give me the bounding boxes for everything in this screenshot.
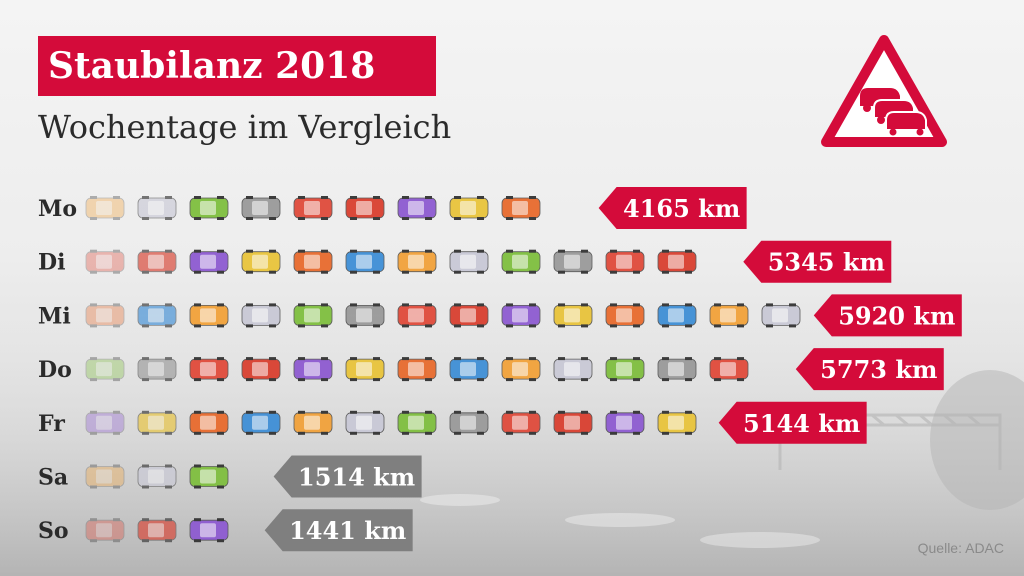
car-icon — [241, 410, 281, 435]
car-icon — [657, 357, 697, 382]
car-icon — [345, 249, 385, 274]
day-label-fr: Fr — [38, 411, 65, 437]
car-icon — [553, 249, 593, 274]
car-icon — [449, 196, 489, 220]
day-label-mo: Mo — [38, 196, 77, 222]
car-icon — [137, 464, 177, 489]
car-icon — [137, 196, 177, 220]
car-icon — [85, 249, 125, 274]
car-icon — [85, 518, 125, 543]
value-label-do: 5773 km — [820, 355, 937, 384]
car-icon — [605, 410, 645, 435]
value-bar-mo — [598, 187, 747, 229]
day-label-sa: Sa — [38, 465, 68, 491]
value-bar-sa — [273, 455, 422, 498]
car-icon — [137, 303, 177, 328]
car-icon — [397, 249, 437, 274]
car-icon — [241, 303, 281, 328]
car-icon — [85, 410, 125, 435]
value-label-fr: 5144 km — [743, 409, 860, 438]
car-icon — [501, 196, 541, 220]
car-icon — [189, 464, 229, 489]
value-bar-do — [795, 348, 944, 391]
value-label-di: 5345 km — [768, 248, 885, 277]
car-icon — [345, 196, 385, 220]
car-icon — [605, 303, 645, 328]
car-icon — [397, 357, 437, 382]
car-queue-sa — [85, 464, 229, 489]
value-label-mi: 5920 km — [838, 301, 955, 330]
car-icon — [449, 303, 489, 328]
car-icon — [709, 303, 749, 328]
value-label-mo: 4165 km — [623, 194, 740, 223]
car-icon — [553, 410, 593, 435]
value-label-so: 1441 km — [289, 516, 406, 545]
car-queue-mo — [85, 196, 541, 220]
car-icon — [449, 357, 489, 382]
car-icon — [501, 357, 541, 382]
car-icon — [449, 249, 489, 274]
traffic-jam-warning-icon — [821, 35, 947, 147]
car-icon — [189, 357, 229, 382]
car-icon — [137, 357, 177, 382]
car-icon — [605, 249, 645, 274]
page-subtitle: Wochentage im Vergleich — [38, 108, 452, 146]
car-icon — [293, 357, 333, 382]
day-label-do: Do — [38, 357, 72, 383]
car-icon — [85, 196, 125, 220]
car-icon — [501, 303, 541, 328]
car-queue-so — [85, 518, 229, 543]
car-icon — [85, 303, 125, 328]
car-icon — [709, 357, 749, 382]
car-icon — [345, 303, 385, 328]
value-bar-di — [743, 240, 892, 283]
value-bar-so — [264, 509, 413, 552]
car-icon — [397, 196, 437, 220]
car-icon — [137, 518, 177, 543]
car-icon — [657, 303, 697, 328]
value-label-sa: 1514 km — [298, 463, 415, 492]
car-icon — [85, 464, 125, 489]
car-icon — [293, 303, 333, 328]
car-icon — [241, 249, 281, 274]
car-icon — [345, 357, 385, 382]
source-note: Quelle: ADAC — [917, 540, 1004, 556]
car-queue-fr — [85, 410, 697, 435]
car-icon — [501, 410, 541, 435]
car-icon — [449, 410, 489, 435]
value-bar-fr — [718, 401, 867, 444]
car-icon — [397, 410, 437, 435]
page-title: Staubilanz 2018 — [38, 36, 436, 96]
car-icon — [293, 249, 333, 274]
car-icon — [553, 357, 593, 382]
day-label-di: Di — [38, 250, 65, 276]
car-icon — [189, 518, 229, 543]
car-icon — [137, 249, 177, 274]
car-icon — [189, 303, 229, 328]
car-icon — [241, 357, 281, 382]
car-icon — [293, 196, 333, 220]
car-icon — [605, 357, 645, 382]
car-icon — [293, 410, 333, 435]
day-label-mi: Mi — [38, 303, 71, 329]
car-icon — [189, 196, 229, 220]
day-label-so: So — [38, 518, 69, 544]
car-icon — [137, 410, 177, 435]
car-icon — [189, 410, 229, 435]
car-queue-do — [85, 357, 749, 382]
value-bar-mi — [813, 294, 962, 337]
car-queue-di — [85, 249, 697, 274]
car-icon — [397, 303, 437, 328]
car-icon — [761, 303, 801, 328]
car-icon — [345, 410, 385, 435]
car-icon — [657, 410, 697, 435]
car-queue-mi — [85, 303, 801, 328]
car-icon — [85, 357, 125, 382]
car-icon — [501, 249, 541, 274]
car-icon — [189, 249, 229, 274]
car-icon — [241, 196, 281, 220]
car-icon — [553, 303, 593, 328]
car-icon — [657, 249, 697, 274]
